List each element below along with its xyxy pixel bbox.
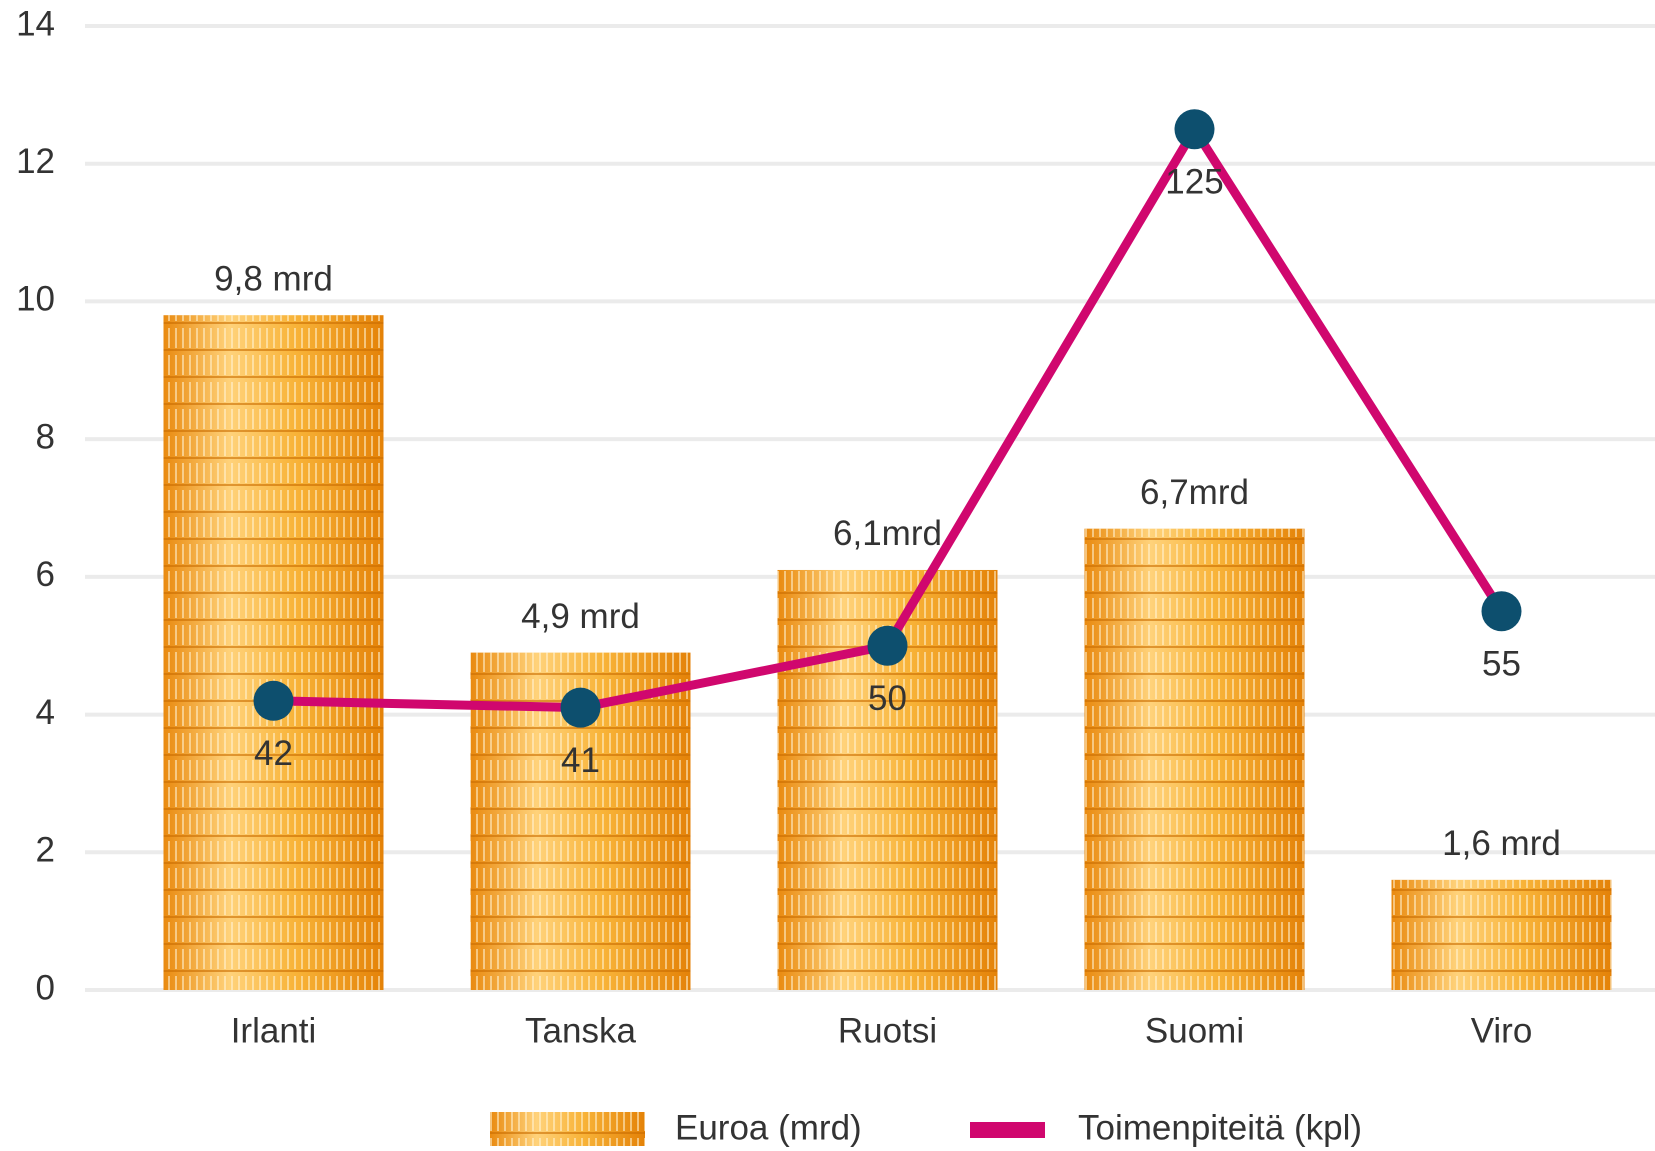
coin-ridges (1085, 529, 1305, 990)
legend-label: Toimenpiteitä (kpl) (1078, 1108, 1362, 1147)
y-tick-label: 10 (16, 280, 55, 319)
value-label: 42 (254, 734, 293, 773)
x-tick-label: Suomi (1145, 1011, 1244, 1050)
x-tick-label: Ruotsi (838, 1011, 937, 1050)
value-label: 125 (1165, 163, 1223, 202)
value-label: 41 (561, 741, 600, 780)
line-marker (868, 626, 908, 666)
legend-label: Euroa (mrd) (675, 1108, 862, 1147)
legend-swatch (970, 1122, 1045, 1138)
x-tick-label: Tanska (525, 1011, 636, 1050)
value-label: 55 (1482, 645, 1521, 684)
chart: 0 2 4 6 8 10 12 14 Irlanti Tanska Ruotsi Suomi Viro 9… (0, 0, 1655, 1151)
y-tick-label: 0 (36, 968, 55, 1007)
x-tick-label: Irlanti (231, 1011, 317, 1050)
y-tick-label: 2 (36, 831, 55, 870)
value-label: 6,7mrd (1140, 473, 1249, 512)
coin-ridges (1392, 880, 1612, 990)
y-tick-label: 12 (16, 142, 55, 181)
y-tick-label: 6 (36, 555, 55, 594)
line-marker (254, 681, 294, 721)
value-label: 4,9 mrd (521, 597, 640, 636)
legend-swatch-ridges (490, 1112, 645, 1146)
value-label: 6,1mrd (833, 514, 942, 553)
line-marker (1482, 591, 1522, 631)
y-tick-label: 8 (36, 417, 55, 456)
y-tick-label: 4 (36, 693, 55, 732)
coin-ridges (164, 315, 384, 990)
line-marker (561, 688, 601, 728)
value-label: 1,6 mrd (1442, 824, 1561, 863)
line-marker (1175, 109, 1215, 149)
x-tick-label: Viro (1471, 1011, 1533, 1050)
value-label: 9,8 mrd (214, 259, 333, 298)
y-tick-label: 14 (16, 4, 55, 43)
value-label: 50 (868, 679, 907, 718)
